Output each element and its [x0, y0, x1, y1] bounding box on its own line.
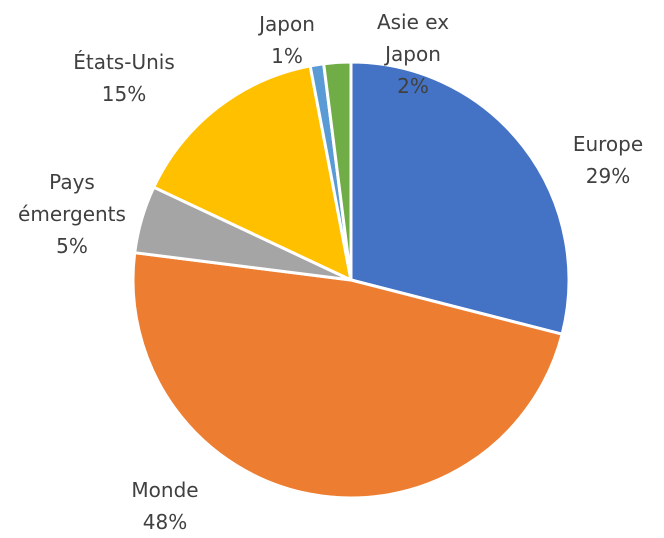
value-label: 29%: [585, 164, 631, 188]
slice-label: Asie ex Japon 2%: [368, 6, 458, 102]
value-label: 1%: [271, 44, 303, 68]
slice-label: Europe 29%: [553, 128, 663, 192]
value-label: 48%: [142, 510, 188, 534]
slice-label: Japon 1%: [247, 8, 327, 72]
category-label: Pays émergents: [18, 170, 126, 226]
category-label: États-Unis: [73, 50, 175, 74]
slice-label: États-Unis 15%: [59, 46, 189, 110]
pie-slice: [152, 64, 353, 282]
value-label: 2%: [397, 74, 429, 98]
pie-slice: [349, 60, 571, 336]
category-label: Asie ex Japon: [376, 10, 450, 66]
slice-label: Monde 48%: [115, 474, 215, 538]
pie-slice: [131, 251, 564, 500]
category-label: Monde: [131, 478, 199, 502]
pie-slice: [322, 60, 353, 282]
value-label: 5%: [56, 234, 88, 258]
slice-label: Pays émergents 5%: [12, 166, 132, 262]
value-label: 15%: [101, 82, 147, 106]
category-label: Europe: [572, 132, 644, 156]
category-label: Japon: [259, 12, 315, 36]
